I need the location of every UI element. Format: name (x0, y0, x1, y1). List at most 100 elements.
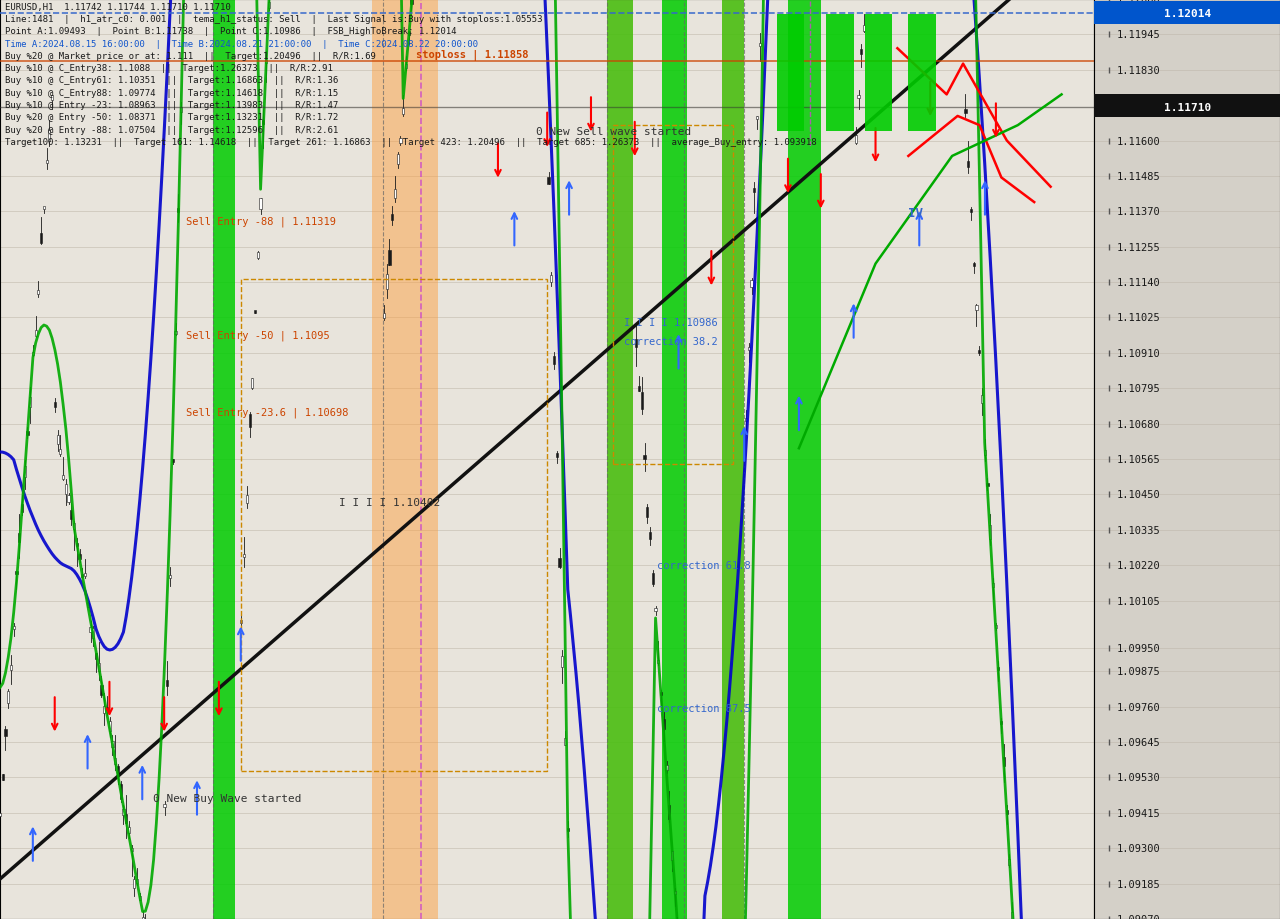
Bar (989, 526, 991, 539)
Bar (32, 353, 35, 356)
Bar (61, 475, 64, 480)
Bar (635, 340, 637, 347)
Bar (23, 467, 26, 477)
Text: 1.11830: 1.11830 (1116, 65, 1161, 75)
Bar (257, 253, 259, 258)
Bar (1, 774, 4, 780)
Bar (654, 608, 657, 612)
Text: 1.12060: 1.12060 (1116, 0, 1161, 5)
Bar (54, 403, 56, 408)
Text: 1.11710: 1.11710 (1116, 103, 1161, 112)
Bar (997, 667, 1000, 670)
Text: correction 38.2: correction 38.2 (623, 336, 718, 346)
Text: correction 87.5: correction 87.5 (657, 704, 750, 713)
Bar (1002, 757, 1005, 766)
Text: 0 New Buy Wave started: 0 New Buy Wave started (154, 793, 302, 802)
Bar (973, 264, 975, 267)
Bar (116, 766, 119, 776)
Bar (756, 117, 758, 119)
Bar (613, 126, 733, 464)
Bar (106, 707, 108, 710)
Text: Point A:1.09493  |  Point B:1.11738  |  Point C:1.10986  |  FSB_HighToBreak: 1.1: Point A:1.09493 | Point B:1.11738 | Poin… (5, 28, 457, 37)
Text: Buy %20 @ Entry -50: 1.08371  ||  Target:1.13231  ||  R/R:1.72: Buy %20 @ Entry -50: 1.08371 || Target:1… (5, 113, 339, 122)
Text: EURUSD,H1  1.11742 1.11744 1.11710 1.11710: EURUSD,H1 1.11742 1.11744 1.11710 1.1171… (5, 3, 232, 12)
Bar (125, 813, 127, 823)
Bar (860, 51, 863, 55)
Bar (142, 917, 143, 919)
Bar (964, 109, 966, 114)
Bar (392, 215, 393, 221)
Bar (745, 418, 748, 422)
Text: 1.10795: 1.10795 (1116, 384, 1161, 394)
Bar (78, 555, 81, 560)
Bar (388, 250, 390, 266)
Bar (268, 4, 270, 8)
Bar (40, 234, 42, 244)
Bar (214, 0, 236, 919)
Bar (243, 554, 246, 557)
Bar (858, 96, 860, 99)
Text: 1.10105: 1.10105 (1116, 596, 1161, 606)
Bar (59, 449, 61, 454)
Bar (111, 741, 114, 747)
Bar (646, 508, 649, 517)
Bar (402, 109, 404, 115)
Text: Time A:2024.08.15 16:00:00  |  Time B:2024.08.21 21:00:00  |  Time C:2024.08.22 : Time A:2024.08.15 16:00:00 | Time B:2024… (5, 40, 479, 49)
Bar (649, 532, 652, 539)
Bar (909, 15, 936, 132)
Text: Buy %10 @ C_Entry38: 1.1088  ||  Target:1.26373  ||  R/R:2.91: Buy %10 @ C_Entry38: 1.1088 || Target:1.… (5, 64, 333, 74)
Bar (556, 454, 558, 457)
Bar (92, 629, 95, 638)
Text: 1.11945: 1.11945 (1116, 30, 1161, 40)
Bar (561, 657, 563, 667)
Text: Buy %10 @ Entry -23: 1.08963  ||  Target:1.13983  ||  R/R:1.47: Buy %10 @ Entry -23: 1.08963 || Target:1… (5, 101, 339, 110)
Bar (248, 415, 251, 427)
Bar (671, 851, 673, 859)
Text: 1.11710: 1.11710 (1164, 103, 1211, 112)
Text: 1.10565: 1.10565 (1116, 455, 1161, 464)
Text: 1.09070: 1.09070 (1116, 914, 1161, 919)
Text: 1.10910: 1.10910 (1116, 348, 1161, 358)
Text: 1.09185: 1.09185 (1116, 879, 1161, 889)
Bar (558, 558, 561, 568)
Bar (992, 584, 995, 587)
Bar (550, 276, 553, 283)
Bar (722, 0, 744, 919)
Bar (564, 739, 566, 745)
Bar (65, 484, 67, 494)
Bar (978, 350, 980, 354)
Bar (657, 661, 659, 664)
Bar (180, 108, 182, 113)
Bar (637, 386, 640, 391)
Text: Line:1481  |  h1_atr_c0: 0.001  |  tema_h1_status: Sell  |  Last Signal is:Buy w: Line:1481 | h1_atr_c0: 0.001 | tema_h1_s… (5, 15, 543, 24)
Bar (1000, 721, 1002, 724)
Bar (753, 189, 755, 193)
Text: 1.09760: 1.09760 (1116, 702, 1161, 712)
Bar (385, 275, 388, 289)
Bar (246, 495, 248, 504)
Bar (750, 280, 753, 288)
Bar (641, 392, 643, 409)
Bar (855, 136, 856, 143)
Text: I I I I 1.10986: I I I I 1.10986 (623, 318, 718, 328)
Text: Buy %10 @ C_Entry61: 1.10351  ||  Target:1.16863  ||  R/R:1.36: Buy %10 @ C_Entry61: 1.10351 || Target:1… (5, 76, 339, 85)
Bar (260, 199, 261, 210)
Bar (95, 653, 97, 659)
Text: 1.11485: 1.11485 (1116, 172, 1161, 182)
Bar (166, 680, 169, 686)
Bar (970, 210, 972, 213)
Bar (97, 664, 100, 671)
Text: 0 New Sell wave started: 0 New Sell wave started (536, 127, 691, 137)
Bar (35, 331, 37, 337)
Bar (788, 0, 820, 919)
Bar (1011, 912, 1014, 919)
Bar (663, 720, 664, 730)
Bar (608, 0, 632, 919)
Bar (56, 436, 59, 444)
Bar (265, 61, 268, 64)
Bar (608, 0, 632, 919)
Bar (722, 0, 744, 919)
Bar (660, 693, 662, 696)
Bar (668, 805, 671, 819)
Bar (104, 706, 105, 713)
